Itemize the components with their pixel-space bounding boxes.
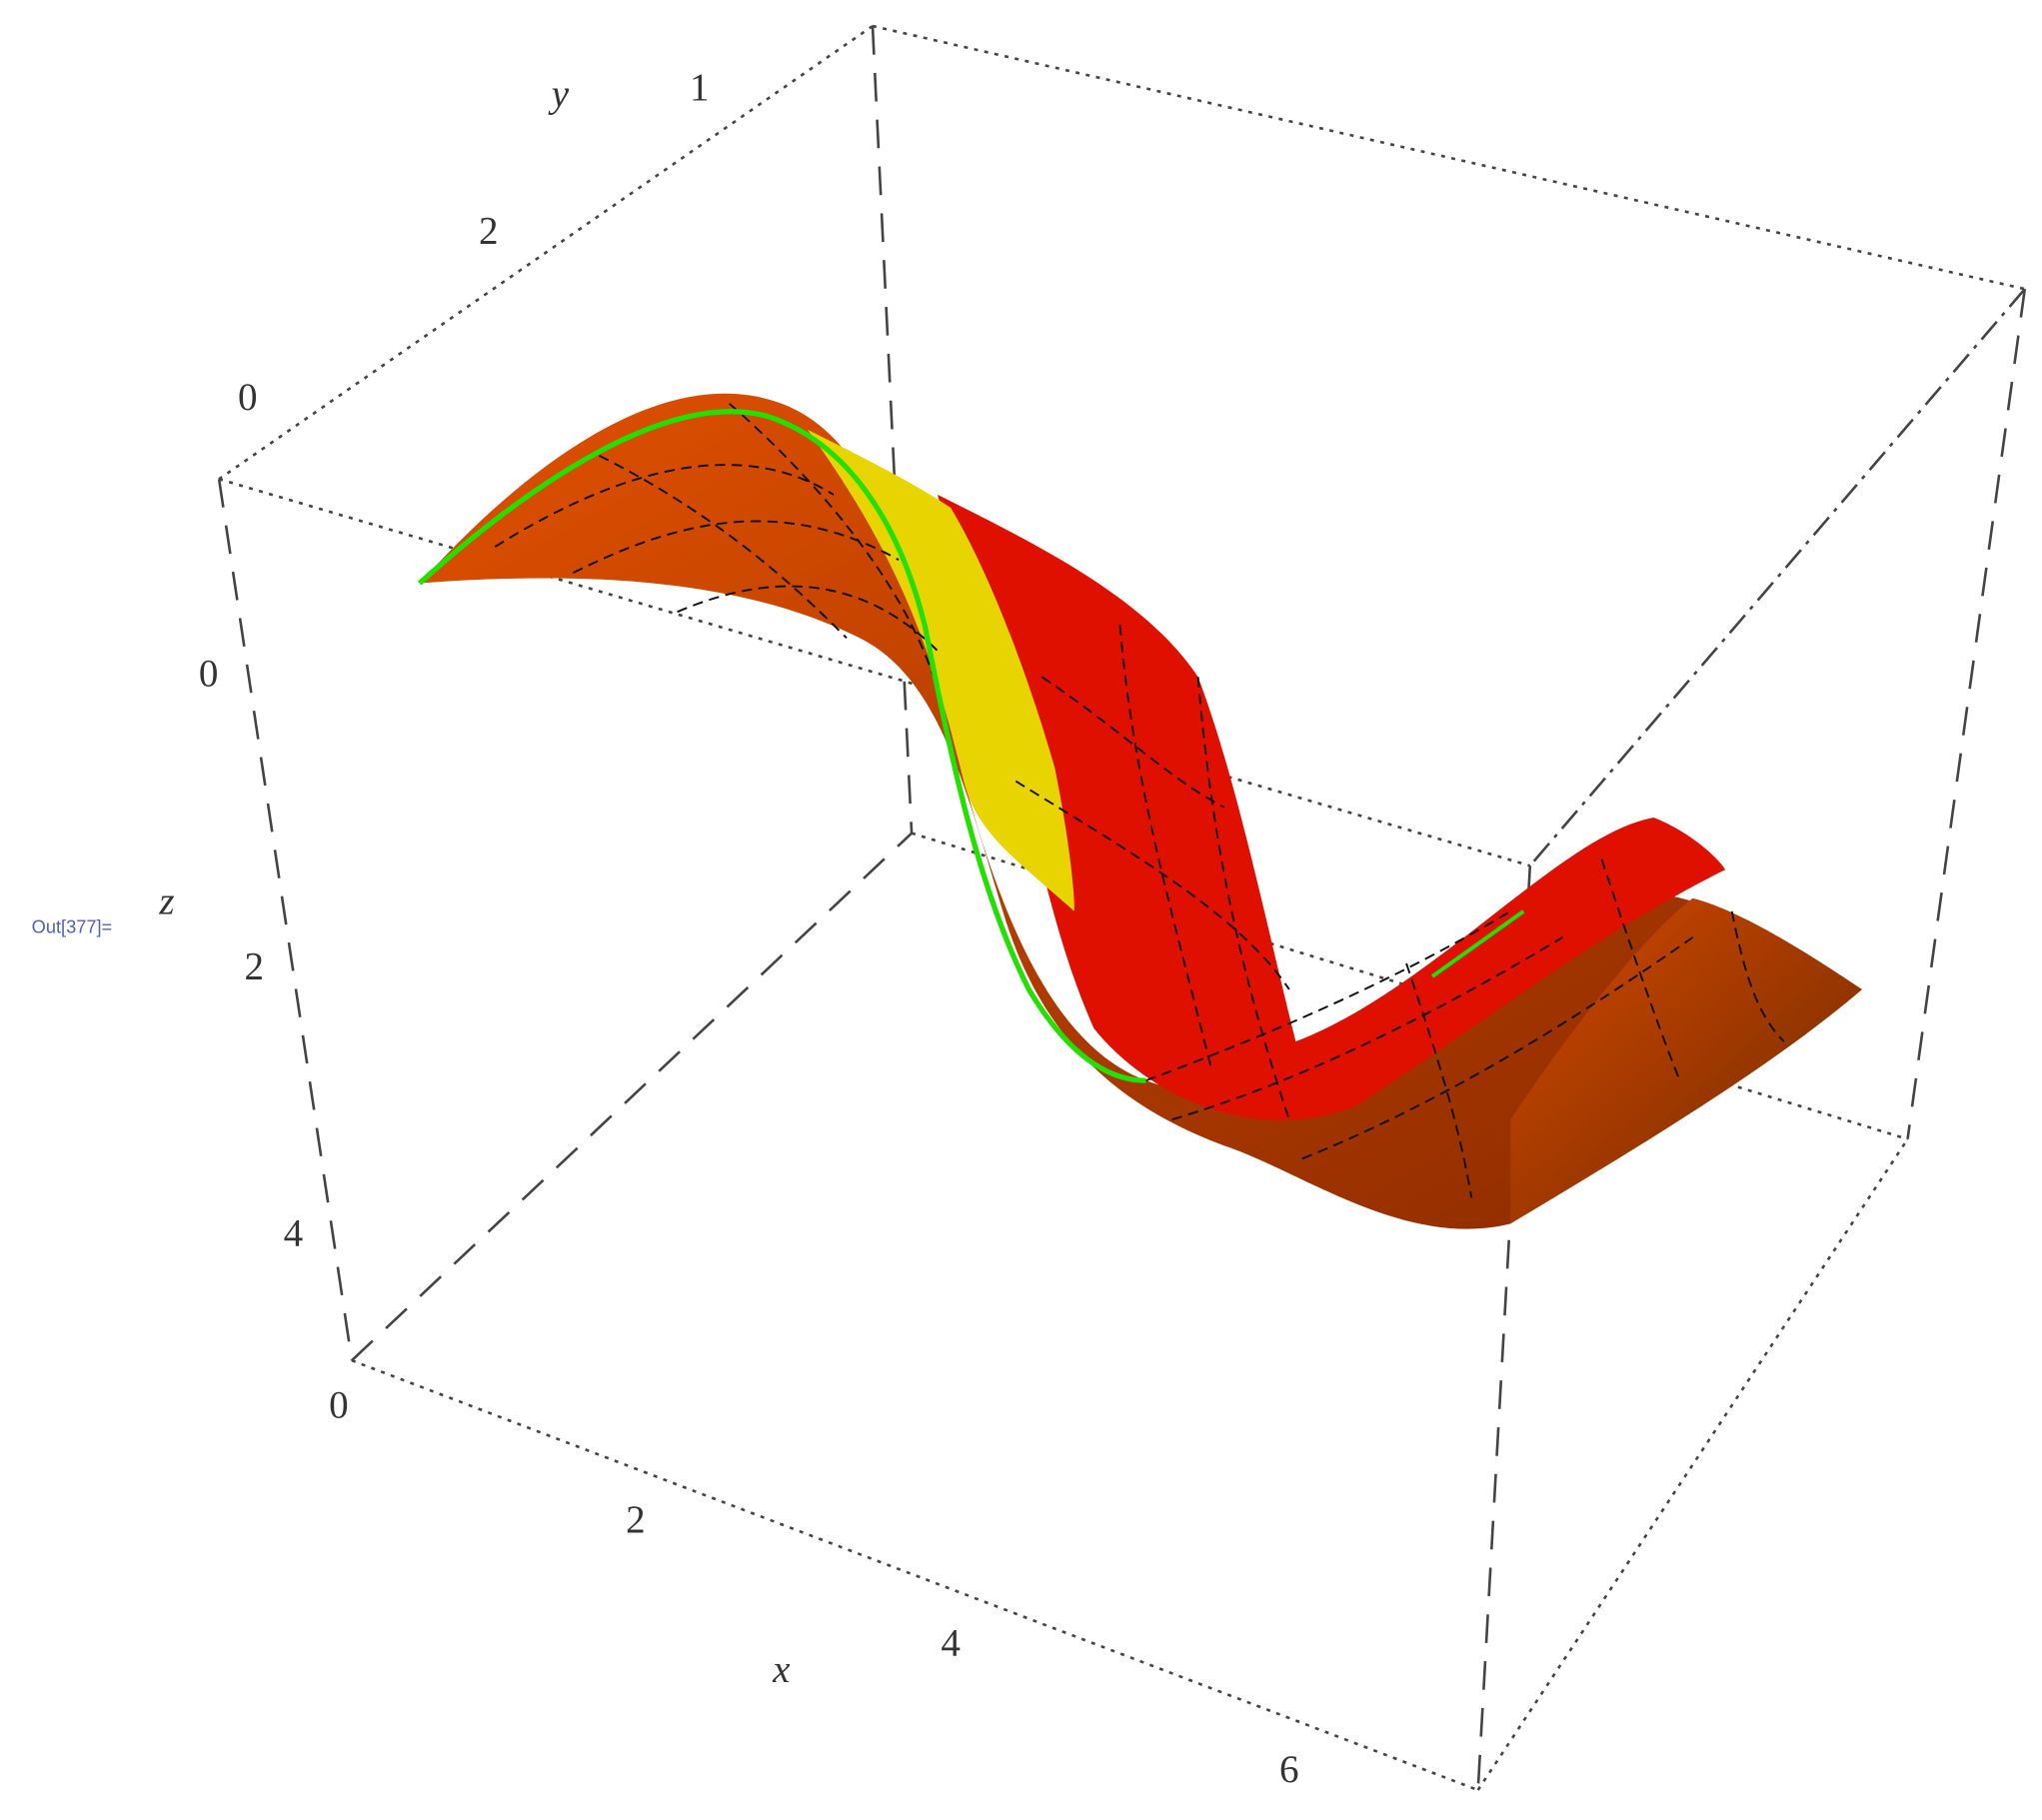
tick-label: 4 [284, 1211, 304, 1254]
tick-label: 0 [199, 652, 219, 695]
tick-label: 6 [1279, 1748, 1299, 1791]
tick-label: 2 [626, 1498, 646, 1541]
axis-label: y [548, 73, 570, 116]
tick-label: 0 [238, 376, 258, 419]
tick-label: 0 [329, 1383, 349, 1426]
tick-label: 4 [941, 1622, 961, 1665]
axis-label: z [158, 880, 174, 922]
surface [417, 393, 1862, 1229]
output-label: Out[377]= [32, 916, 113, 937]
tick-label: 2 [245, 944, 265, 987]
tick-label: 1 [690, 66, 710, 109]
axis-label: x [772, 1648, 791, 1691]
tick-label: 2 [479, 209, 499, 252]
